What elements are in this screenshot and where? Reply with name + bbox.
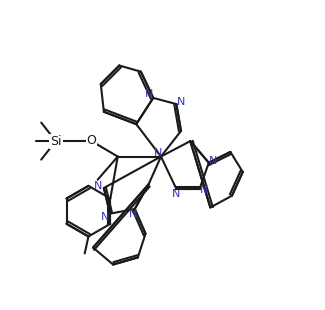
Text: Si: Si [50,135,62,148]
Text: N: N [145,89,154,99]
Text: N: N [94,181,102,192]
Text: N: N [101,212,109,222]
Text: N: N [172,189,181,199]
Text: N: N [200,185,209,196]
Text: N: N [209,156,217,166]
Text: N: N [129,209,137,219]
Text: N: N [154,148,162,158]
Text: O: O [86,134,97,147]
Text: N: N [176,97,185,107]
